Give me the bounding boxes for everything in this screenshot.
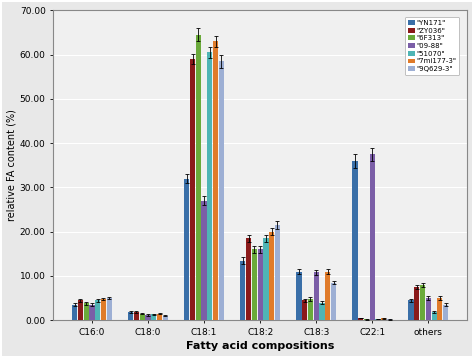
Bar <box>140 314 145 320</box>
Bar <box>314 272 319 320</box>
Bar <box>443 305 448 320</box>
Bar <box>319 303 325 320</box>
Bar <box>78 300 83 320</box>
Bar <box>331 282 336 320</box>
Bar <box>196 35 201 320</box>
Bar <box>219 61 224 320</box>
Bar <box>246 238 251 320</box>
Bar <box>101 299 106 320</box>
Bar <box>184 179 190 320</box>
Bar <box>151 314 156 320</box>
Bar <box>414 287 419 320</box>
Bar <box>201 201 207 320</box>
Bar <box>269 232 274 320</box>
Bar <box>275 225 280 320</box>
Y-axis label: relative FA content (%): relative FA content (%) <box>7 110 17 221</box>
Bar <box>72 305 77 320</box>
Bar <box>308 299 313 320</box>
Bar <box>95 300 100 320</box>
Bar <box>381 319 386 320</box>
Bar <box>107 298 112 320</box>
Bar <box>128 312 133 320</box>
Bar <box>431 312 437 320</box>
X-axis label: Fatty acid compositions: Fatty acid compositions <box>186 341 334 351</box>
Bar <box>134 312 139 320</box>
Bar <box>302 300 307 320</box>
Bar <box>83 304 89 320</box>
Bar <box>257 250 263 320</box>
Bar <box>325 272 330 320</box>
Bar <box>296 272 301 320</box>
Bar <box>420 285 425 320</box>
Bar <box>358 318 364 320</box>
Bar <box>190 59 195 320</box>
Bar <box>264 238 268 320</box>
Bar <box>438 298 442 320</box>
Bar <box>409 300 414 320</box>
Bar <box>157 314 162 320</box>
Bar <box>426 298 431 320</box>
Bar <box>364 319 369 320</box>
Bar <box>240 261 246 320</box>
Legend: "YN171", "ZY036", "6F313", "09-88", "51070", "7mi177-3", "9Q629-3": "YN171", "ZY036", "6F313", "09-88", "510… <box>405 17 459 75</box>
Bar <box>375 319 381 320</box>
Bar <box>163 316 168 320</box>
Bar <box>370 154 375 320</box>
Bar <box>252 250 257 320</box>
Bar <box>213 42 218 320</box>
Bar <box>89 305 94 320</box>
Bar <box>146 315 151 320</box>
Bar <box>352 161 357 320</box>
Bar <box>387 319 392 320</box>
Bar <box>207 53 212 320</box>
